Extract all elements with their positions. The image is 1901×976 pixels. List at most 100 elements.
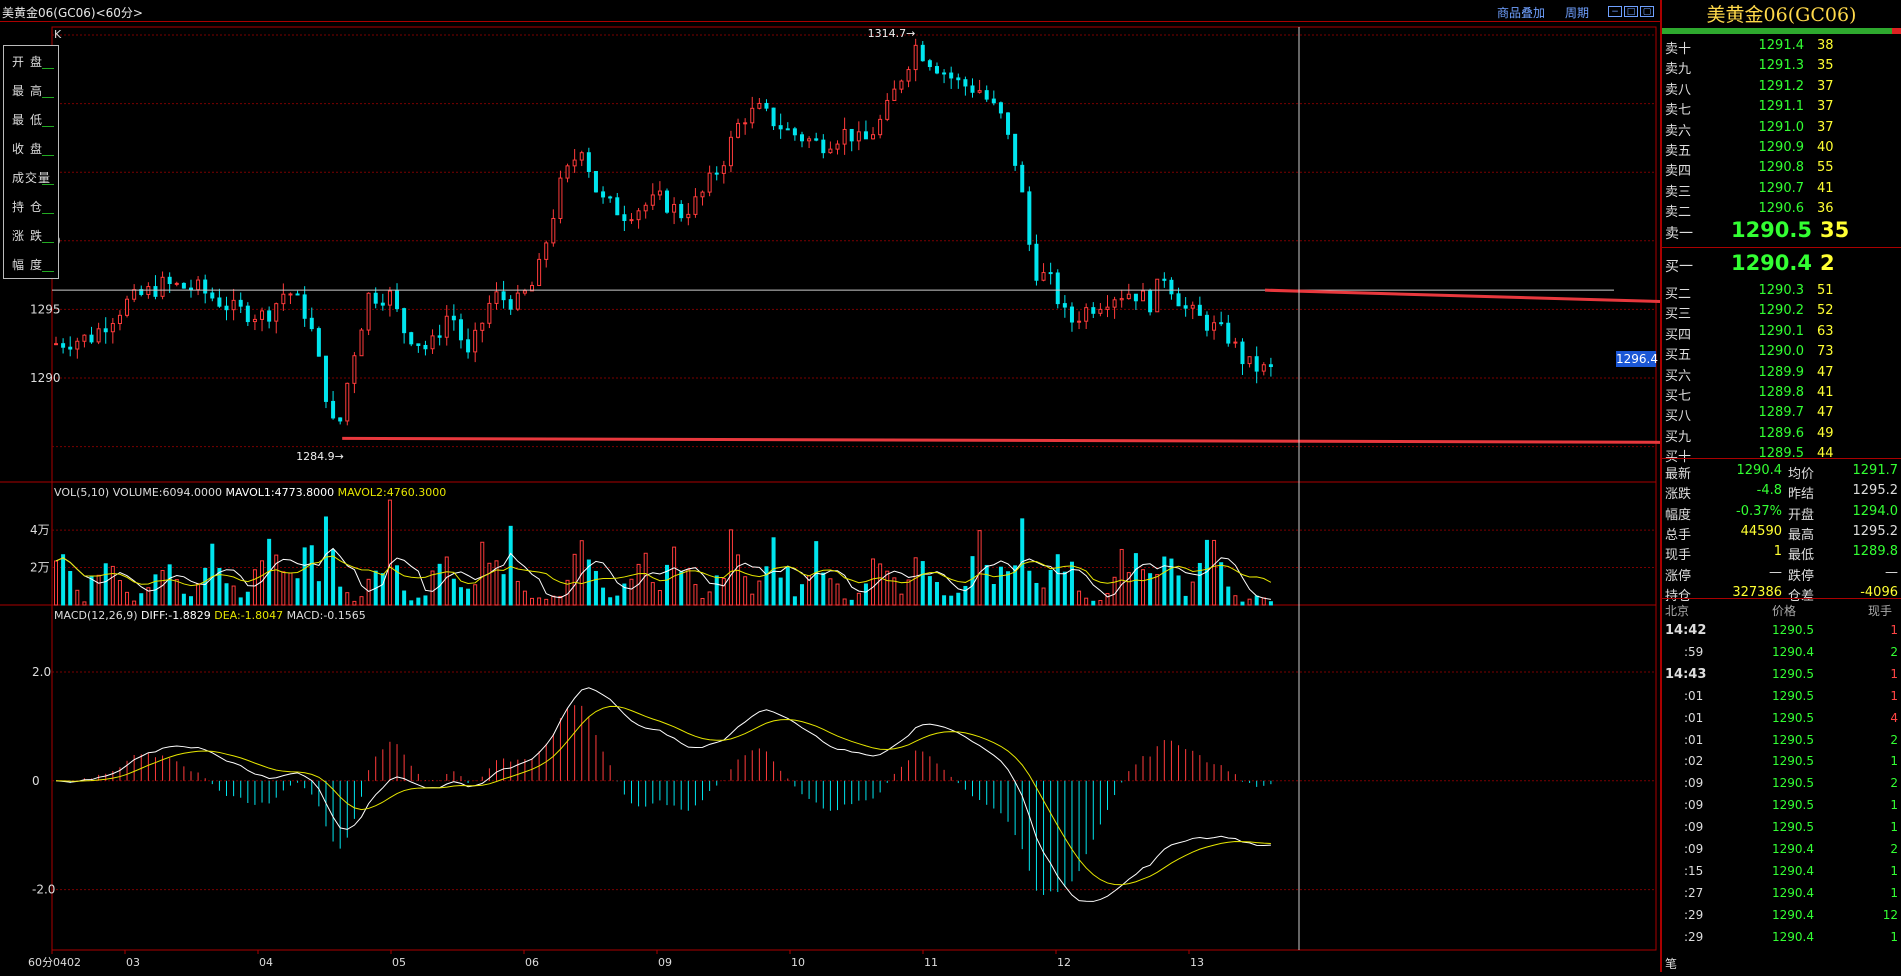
order-book-vol: 52 bbox=[1817, 303, 1834, 319]
order-book-row[interactable]: 卖九 1291.3 35 bbox=[1662, 56, 1901, 78]
order-book-row[interactable]: 卖八 1291.2 37 bbox=[1662, 77, 1901, 98]
volume-bar bbox=[892, 577, 897, 606]
candle-down bbox=[714, 172, 719, 175]
chart-area[interactable]: 130012951290K1314.7→1284.9→4万2万VOL(5,10)… bbox=[0, 22, 1676, 972]
legend-row: 最高 bbox=[4, 75, 58, 103]
order-book-row[interactable]: 买五 1290.0 73 bbox=[1662, 342, 1901, 363]
volume-bar bbox=[1190, 581, 1195, 606]
tick-row[interactable]: :01 1290.5 2 bbox=[1662, 730, 1901, 752]
cycle-link[interactable]: 周期 bbox=[1565, 6, 1590, 20]
volume-bar bbox=[1112, 576, 1117, 606]
macd-tick-label: 2.0 bbox=[32, 665, 51, 679]
candle-down bbox=[1069, 306, 1074, 323]
legend-value-indicator bbox=[42, 155, 54, 156]
order-book-row[interactable]: 买四 1290.1 63 bbox=[1662, 322, 1901, 343]
candle-down bbox=[814, 138, 819, 141]
overlay-link[interactable]: 商品叠加 bbox=[1497, 6, 1546, 20]
candle-down bbox=[423, 344, 428, 350]
order-book-row[interactable]: 卖四 1290.8 55 bbox=[1662, 158, 1901, 179]
tick-row[interactable]: :09 1290.5 1 bbox=[1662, 817, 1901, 839]
volume-bar bbox=[174, 579, 179, 606]
tick-row[interactable]: :09 1290.5 1 bbox=[1662, 795, 1901, 817]
tick-row[interactable]: :29 1290.4 12 bbox=[1662, 905, 1901, 927]
candle-up bbox=[82, 334, 87, 342]
order-book-row[interactable]: 买十 1289.5 44 bbox=[1662, 444, 1901, 465]
candle-down bbox=[267, 310, 272, 322]
volume-bar bbox=[949, 595, 954, 606]
candle-up bbox=[572, 159, 577, 167]
tick-row[interactable]: :02 1290.5 1 bbox=[1662, 751, 1901, 773]
quote-stat-row: 幅度 -0.37% 开盘 1294.0 bbox=[1662, 502, 1901, 523]
tick-row[interactable]: :09 1290.4 2 bbox=[1662, 839, 1901, 861]
volume-legend-item: VOLUME:6094.0000 bbox=[113, 486, 226, 499]
volume-bar bbox=[835, 583, 840, 606]
candle-down bbox=[991, 98, 996, 104]
candle-down bbox=[451, 315, 456, 321]
volume-bar bbox=[1133, 553, 1138, 606]
volume-bar bbox=[984, 564, 989, 606]
tick-volume: 2 bbox=[1890, 842, 1898, 856]
quote-stat-label: 最高 bbox=[1788, 527, 1815, 543]
volume-bar bbox=[82, 601, 87, 606]
quote-stat-label: 最新 bbox=[1665, 467, 1692, 482]
candle-up bbox=[1105, 306, 1110, 310]
volume-bar bbox=[785, 566, 790, 606]
tick-row[interactable]: 14:42 1290.5 1 bbox=[1662, 620, 1901, 642]
order-book-row[interactable]: 买一 1290.4 2 bbox=[1662, 251, 1901, 277]
tick-row[interactable]: :29 1290.4 1 bbox=[1662, 927, 1901, 949]
chart-svg[interactable]: 130012951290K1314.7→1284.9→4万2万VOL(5,10)… bbox=[0, 22, 1676, 972]
order-book-row[interactable]: 买三 1290.2 52 bbox=[1662, 301, 1901, 322]
volume-bar bbox=[487, 562, 492, 606]
order-book-row[interactable]: 买七 1289.8 41 bbox=[1662, 383, 1901, 404]
tick-row[interactable]: :27 1290.4 1 bbox=[1662, 883, 1901, 905]
restore-icon[interactable]: □ bbox=[1624, 6, 1638, 17]
order-book-row[interactable]: 买二 1290.3 51 bbox=[1662, 281, 1901, 302]
order-book-row[interactable]: 卖七 1291.1 37 bbox=[1662, 97, 1901, 118]
tick-price: 1290.5 bbox=[1772, 688, 1814, 703]
legend-value-indicator bbox=[42, 68, 54, 69]
volume-bar bbox=[593, 570, 598, 606]
volume-bar bbox=[466, 588, 471, 606]
candle-up bbox=[1233, 341, 1238, 344]
order-book-row[interactable]: 买六 1289.9 47 bbox=[1662, 363, 1901, 384]
candle-up bbox=[700, 191, 705, 198]
volume-bar bbox=[1077, 590, 1082, 606]
ticks-header: 北京 价格 现手 bbox=[1662, 600, 1901, 620]
order-book-row[interactable]: 卖十 1291.4 38 bbox=[1662, 36, 1901, 57]
order-book-row[interactable]: 卖一 1290.5 35 bbox=[1662, 218, 1901, 244]
candle-down bbox=[323, 355, 328, 402]
tick-row[interactable]: :09 1290.5 2 bbox=[1662, 773, 1901, 795]
tick-row[interactable]: 14:43 1290.5 1 bbox=[1662, 664, 1901, 686]
order-book-row[interactable]: 卖五 1290.9 40 bbox=[1662, 138, 1901, 159]
order-book-row[interactable]: 卖二 1290.6 36 bbox=[1662, 199, 1901, 220]
x-tick-label: 10 bbox=[791, 956, 805, 969]
tick-volume: 4 bbox=[1890, 710, 1898, 725]
order-book-row[interactable]: 卖六 1291.0 37 bbox=[1662, 118, 1901, 139]
tick-price: 1290.5 bbox=[1772, 666, 1814, 681]
minimize-icon[interactable]: − bbox=[1608, 6, 1622, 17]
tick-row[interactable]: :01 1290.5 1 bbox=[1662, 686, 1901, 708]
order-book-row[interactable]: 卖三 1290.7 41 bbox=[1662, 179, 1901, 200]
candle-down bbox=[68, 346, 73, 350]
order-book-row[interactable]: 买九 1289.6 49 bbox=[1662, 424, 1901, 445]
order-book-label: 买八 bbox=[1665, 409, 1692, 425]
order-book-label: 卖九 bbox=[1665, 62, 1692, 78]
tick-row[interactable]: :01 1290.5 4 bbox=[1662, 708, 1901, 730]
tick-tab[interactable]: 笔 bbox=[1665, 957, 1678, 971]
order-book-vol: 73 bbox=[1817, 344, 1834, 360]
ohlc-legend-box: 开盘 最高 最低 收盘 成交量 持仓 涨跌 幅度 bbox=[3, 45, 59, 279]
order-book-row[interactable]: 买八 1289.7 47 bbox=[1662, 403, 1901, 425]
candle-up bbox=[54, 343, 58, 346]
tick-row[interactable]: :15 1290.4 1 bbox=[1662, 861, 1901, 883]
candle-up bbox=[252, 318, 257, 323]
candle-up bbox=[1261, 364, 1266, 372]
maximize-icon[interactable]: ▢ bbox=[1640, 6, 1654, 17]
tick-row[interactable]: :59 1290.4 2 bbox=[1662, 642, 1901, 664]
candle-up bbox=[160, 276, 165, 297]
order-book-vol: 41 bbox=[1817, 385, 1834, 400]
macd-legend: MACD(12,26,9) DIFF:-1.8829 DEA:-1.8047 M… bbox=[54, 609, 366, 622]
volume-bar bbox=[842, 598, 847, 606]
volume-bar bbox=[1105, 593, 1110, 606]
candle-down bbox=[1197, 304, 1202, 316]
tick-time: :59 bbox=[1684, 644, 1704, 659]
